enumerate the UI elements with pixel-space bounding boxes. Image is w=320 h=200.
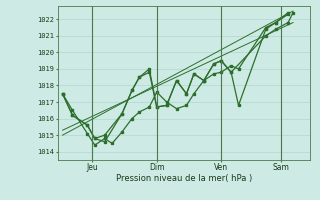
X-axis label: Pression niveau de la mer( hPa ): Pression niveau de la mer( hPa ) xyxy=(116,174,252,183)
